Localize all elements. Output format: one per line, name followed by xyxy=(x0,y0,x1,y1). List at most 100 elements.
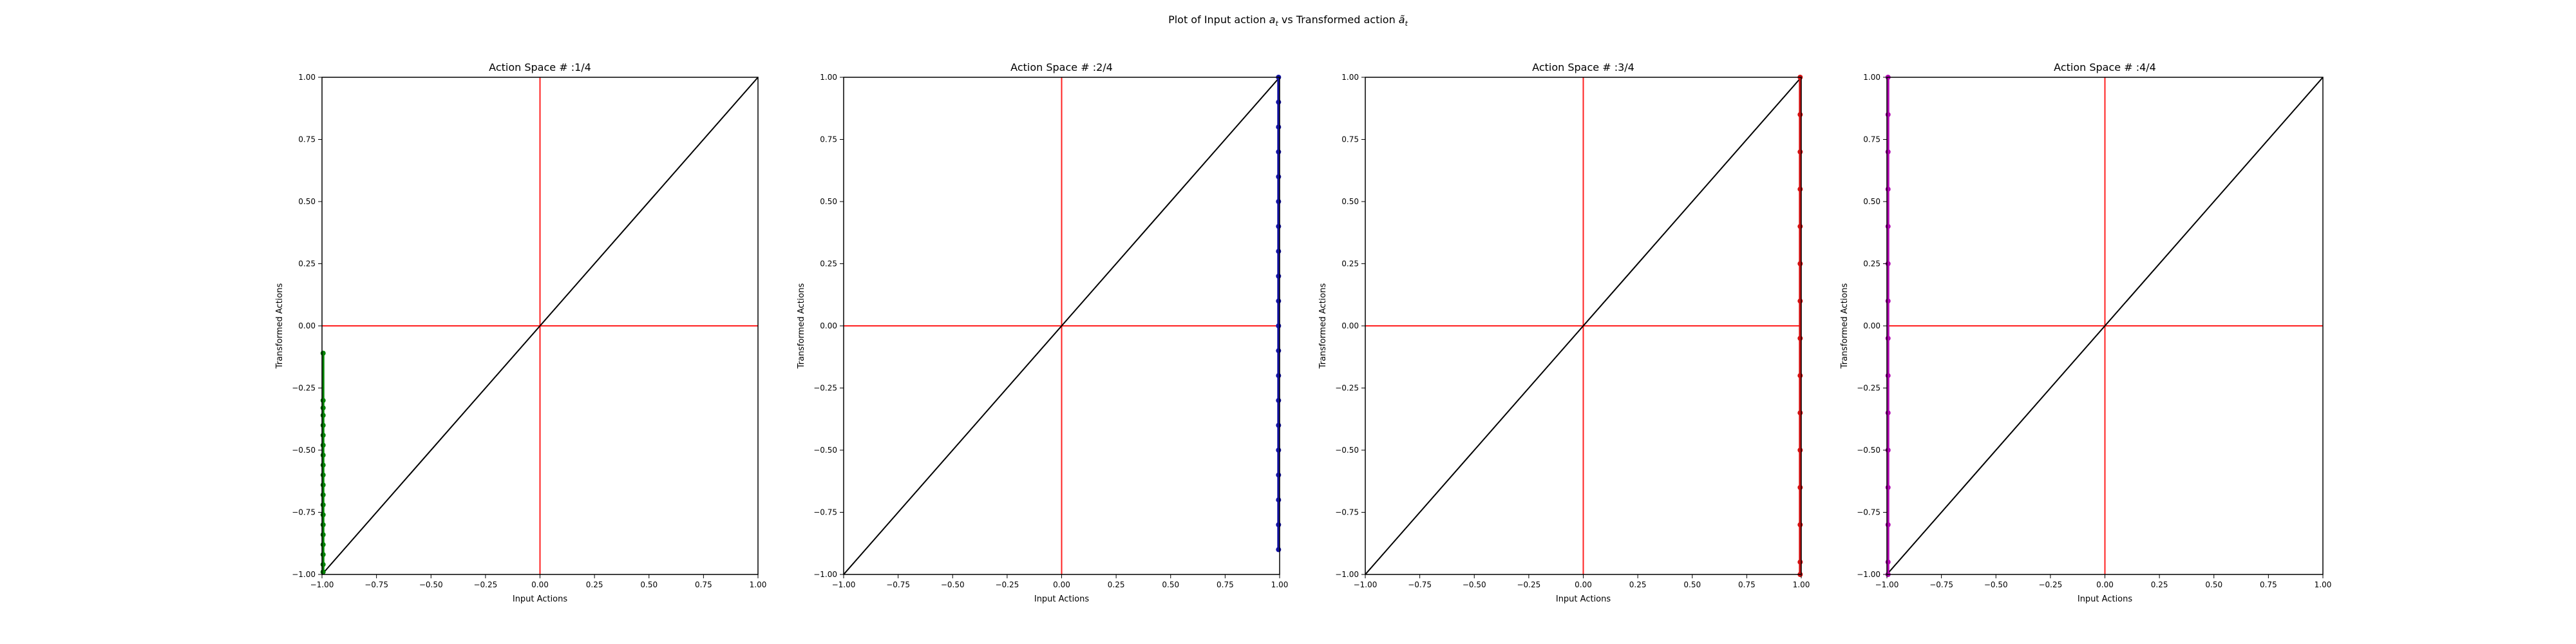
x-tick-label: −1.00 xyxy=(832,580,856,589)
y-tick-label: 0.75 xyxy=(298,135,316,144)
identity-diagonal-line xyxy=(1886,77,2324,575)
figure-title-var2-sub: t xyxy=(1405,19,1408,28)
data-point xyxy=(320,502,326,507)
data-point xyxy=(1276,522,1282,527)
data-point xyxy=(320,569,326,575)
x-tick-label: −0.25 xyxy=(473,580,497,589)
x-axis-label: Input Actions xyxy=(2078,594,2133,604)
x-tick-label: −1.00 xyxy=(310,580,334,589)
subplot-title: Action Space # :3/4 xyxy=(1532,61,1634,73)
data-point xyxy=(1276,99,1282,105)
y-tick-label: 0.25 xyxy=(1863,260,1880,269)
y-tick-label: −1.00 xyxy=(813,570,837,579)
x-tick-label: 1.00 xyxy=(2315,580,2332,589)
x-tick-label: −0.25 xyxy=(1517,580,1540,589)
data-point xyxy=(1797,186,1803,192)
y-tick-label: 0.75 xyxy=(1341,135,1359,144)
data-point xyxy=(320,405,326,411)
data-point xyxy=(1885,373,1891,379)
x-tick-label: 0.50 xyxy=(1162,580,1179,589)
data-point xyxy=(1885,559,1891,565)
data-point xyxy=(320,452,326,458)
y-axis-label: Transformed Actions xyxy=(1840,283,1850,370)
data-point xyxy=(1276,373,1282,379)
x-tick-label: −0.75 xyxy=(886,580,910,589)
data-point xyxy=(1276,273,1282,279)
x-tick-label: 0.50 xyxy=(2205,580,2222,589)
x-tick-label: −0.75 xyxy=(1929,580,1953,589)
y-tick-label: 0.00 xyxy=(298,321,316,330)
figure-title: Plot of Input action at vs Transformed a… xyxy=(1168,14,1408,28)
y-tick-label: −0.75 xyxy=(813,508,837,517)
subplot-3: Action Space # :3/4 Input Actions Transfor… xyxy=(1318,61,1810,604)
data-point xyxy=(1797,522,1803,527)
data-point xyxy=(1276,124,1282,130)
y-tick-label: 0.50 xyxy=(1341,197,1359,206)
data-point xyxy=(1276,422,1282,428)
data-point xyxy=(1276,472,1282,478)
y-tick-label: 0.25 xyxy=(298,260,316,269)
data-point xyxy=(1276,547,1282,553)
data-point xyxy=(320,552,326,558)
x-tick-label: 0.00 xyxy=(1053,580,1070,589)
data-point xyxy=(320,412,326,418)
y-tick-label: −1.00 xyxy=(1857,570,1880,579)
data-point xyxy=(1276,249,1282,254)
data-point xyxy=(320,462,326,468)
x-tick-label: 1.00 xyxy=(750,580,767,589)
data-point xyxy=(1797,373,1803,379)
data-point xyxy=(1797,559,1803,565)
figure-title-var1: a xyxy=(1269,14,1276,26)
x-axis-label: Input Actions xyxy=(513,594,568,604)
data-point xyxy=(1885,484,1891,490)
data-point xyxy=(320,397,326,403)
y-tick-label: 0.25 xyxy=(1341,260,1359,269)
data-point xyxy=(320,562,326,567)
series-1 xyxy=(320,350,326,575)
y-tick-label: −1.00 xyxy=(1335,570,1359,579)
series-1 xyxy=(1276,75,1282,553)
y-axis-label: Transformed Actions xyxy=(1318,283,1328,370)
x-tick-label: 0.50 xyxy=(1683,580,1701,589)
x-tick-label: 0.25 xyxy=(1629,580,1647,589)
x-tick-label: 1.00 xyxy=(1271,580,1289,589)
data-point xyxy=(1797,111,1803,117)
data-point xyxy=(1885,336,1891,341)
y-axis-label: Transformed Actions xyxy=(275,283,285,370)
data-point xyxy=(1797,484,1803,490)
x-tick-label: −1.00 xyxy=(1354,580,1378,589)
data-point xyxy=(1797,223,1803,229)
identity-diagonal-line xyxy=(843,77,1280,575)
y-tick-label: −0.25 xyxy=(813,384,837,393)
y-tick-label: −0.25 xyxy=(1335,384,1359,393)
data-point xyxy=(320,512,326,518)
y-tick-label: 1.00 xyxy=(820,73,837,82)
y-tick-label: −0.50 xyxy=(1335,446,1359,455)
data-point xyxy=(1276,199,1282,204)
x-tick-label: 0.50 xyxy=(640,580,658,589)
y-tick-label: 1.00 xyxy=(1863,73,1880,82)
x-tick-label: 0.25 xyxy=(2151,580,2168,589)
y-tick-label: 1.00 xyxy=(298,73,316,82)
y-tick-label: −0.50 xyxy=(292,446,316,455)
figure-title-var2: ã xyxy=(1399,14,1405,26)
x-tick-label: 0.00 xyxy=(1575,580,1592,589)
data-point xyxy=(1276,348,1282,354)
x-tick-label: 0.25 xyxy=(586,580,603,589)
y-tick-label: 0.00 xyxy=(820,321,837,330)
x-tick-label: 0.00 xyxy=(2096,580,2114,589)
x-tick-label: 0.75 xyxy=(1738,580,1756,589)
x-axis-label: Input Actions xyxy=(1556,594,1611,604)
subplot-1: Action Space # :1/4 Input Actions Transfor… xyxy=(275,61,766,604)
data-point xyxy=(320,542,326,547)
data-point xyxy=(320,492,326,498)
x-tick-label: 0.75 xyxy=(695,580,712,589)
figure-title-var1-sub: t xyxy=(1275,19,1278,28)
data-point xyxy=(1276,298,1282,304)
x-tick-label: 0.25 xyxy=(1108,580,1125,589)
y-tick-label: −0.50 xyxy=(1857,446,1880,455)
y-tick-label: −0.50 xyxy=(813,446,837,455)
data-point xyxy=(1885,410,1891,416)
subplot-title: Action Space # :1/4 xyxy=(489,61,591,73)
y-tick-label: 1.00 xyxy=(1341,73,1359,82)
